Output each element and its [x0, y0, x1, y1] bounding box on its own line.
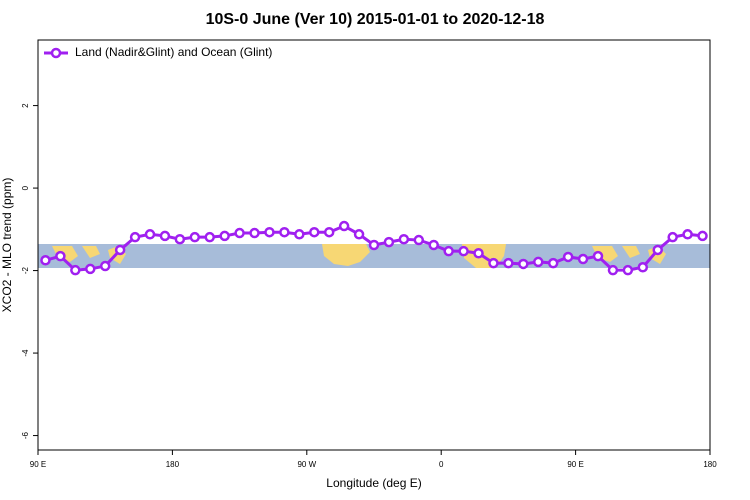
data-point	[174, 233, 186, 245]
data-point	[353, 229, 365, 240]
y-tick-label: -2	[21, 266, 30, 274]
data-point	[682, 229, 693, 240]
data-point	[309, 226, 320, 238]
data-point	[85, 263, 96, 275]
data-point	[189, 231, 201, 243]
data-point	[607, 264, 619, 276]
data-point	[622, 264, 634, 276]
x-axis-label: Longitude (deg E)	[326, 476, 421, 490]
data-point	[562, 251, 574, 263]
y-tick-label: 0	[21, 185, 30, 190]
data-point	[368, 239, 380, 251]
data-point	[533, 256, 544, 268]
data-point	[219, 230, 230, 242]
data-point	[503, 257, 514, 269]
x-tick-label: 180	[703, 460, 717, 469]
data-point	[204, 231, 215, 243]
data-point	[55, 250, 66, 262]
data-point	[577, 253, 589, 265]
data-point	[99, 260, 111, 272]
data-point	[159, 230, 171, 242]
data-point	[488, 257, 499, 269]
data-point	[547, 257, 559, 269]
data-point	[249, 227, 260, 239]
x-tick-label: 0	[439, 460, 444, 469]
y-axis-label: XCO2 - MLO trend (ppm)	[0, 178, 14, 313]
data-point	[428, 239, 439, 251]
chart-title: 10S-0 June (Ver 10) 2015-01-01 to 2020-1…	[206, 11, 545, 28]
data-point	[323, 226, 335, 238]
data-point	[114, 244, 126, 256]
data-point	[413, 234, 425, 246]
x-tick-label: 180	[166, 460, 180, 469]
data-point	[264, 226, 275, 238]
data-point	[667, 231, 678, 243]
plot-frame	[37, 39, 711, 451]
data-point	[234, 227, 245, 239]
data-point	[383, 236, 395, 248]
x-tick-label: 90 E	[30, 460, 46, 469]
data-point	[637, 262, 649, 273]
data-point	[473, 247, 484, 259]
legend-marker	[50, 47, 62, 59]
data-point	[70, 264, 81, 276]
y-tick-label: -4	[21, 349, 30, 357]
x-tick-label: 90 E	[567, 460, 583, 469]
data-point	[40, 255, 51, 266]
data-point	[443, 245, 454, 257]
data-point	[697, 230, 708, 242]
data-point	[129, 231, 141, 243]
data-point	[398, 233, 410, 245]
data-point	[458, 245, 469, 257]
data-point	[652, 244, 663, 256]
y-tick-label: -6	[21, 431, 30, 439]
data-point	[144, 229, 156, 240]
data-point	[338, 220, 350, 232]
data-point	[279, 226, 290, 238]
y-tick-label: 2	[21, 103, 30, 108]
data-point	[294, 229, 305, 240]
x-tick-label: 90 W	[297, 460, 316, 469]
data-point	[592, 250, 604, 262]
data-point	[518, 258, 529, 270]
legend-label: Land (Nadir&Glint) and Ocean (Glint)	[75, 45, 272, 59]
